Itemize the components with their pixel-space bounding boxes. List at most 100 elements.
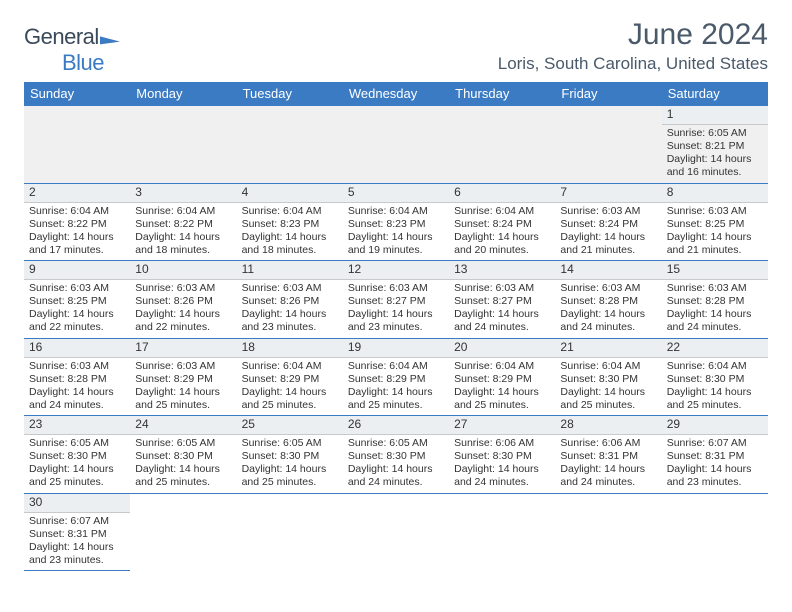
cell-sunrise: Sunrise: 6:03 AM [242,282,338,295]
day-number: 2 [29,185,125,200]
cell-day2: and 24 minutes. [454,476,550,489]
day-number: 27 [454,417,550,432]
day-number: 12 [348,262,444,277]
cell-day2: and 25 minutes. [135,476,231,489]
cell-sunrise: Sunrise: 6:03 AM [454,282,550,295]
cell-day1: Daylight: 14 hours [348,463,444,476]
cell-day1: Daylight: 14 hours [560,463,656,476]
cell-day2: and 24 minutes. [667,321,763,334]
day-number: 13 [454,262,550,277]
cell-day1: Daylight: 14 hours [667,308,763,321]
cell-day2: and 25 minutes. [667,399,763,412]
logo-word1: General [24,24,99,49]
calendar-cell: 5Sunrise: 6:04 AMSunset: 8:23 PMDaylight… [343,183,449,261]
title-block: June 2024 Loris, South Carolina, United … [498,18,768,74]
calendar-cell [555,106,661,183]
cell-sunset: Sunset: 8:28 PM [29,373,125,386]
cell-day1: Daylight: 14 hours [135,308,231,321]
cell-day2: and 24 minutes. [454,321,550,334]
cell-sunrise: Sunrise: 6:07 AM [667,437,763,450]
cell-day2: and 23 minutes. [29,554,125,567]
calendar-cell [24,106,130,183]
day-number: 4 [242,185,338,200]
cell-sunset: Sunset: 8:31 PM [667,450,763,463]
cell-sunrise: Sunrise: 6:04 AM [560,360,656,373]
calendar-cell: 10Sunrise: 6:03 AMSunset: 8:26 PMDayligh… [130,261,236,339]
calendar-row: 16Sunrise: 6:03 AMSunset: 8:28 PMDayligh… [24,338,768,416]
day-number: 20 [454,340,550,355]
cell-sunset: Sunset: 8:31 PM [29,528,125,541]
day-number: 25 [242,417,338,432]
weekday-header: Saturday [662,82,768,106]
calendar-cell [555,493,661,571]
day-number: 29 [667,417,763,432]
calendar-cell: 29Sunrise: 6:07 AMSunset: 8:31 PMDayligh… [662,416,768,494]
weekday-header: Wednesday [343,82,449,106]
cell-day2: and 25 minutes. [242,399,338,412]
calendar-cell: 12Sunrise: 6:03 AMSunset: 8:27 PMDayligh… [343,261,449,339]
cell-day1: Daylight: 14 hours [454,386,550,399]
cell-sunset: Sunset: 8:30 PM [348,450,444,463]
cell-sunset: Sunset: 8:29 PM [454,373,550,386]
cell-sunrise: Sunrise: 6:06 AM [560,437,656,450]
cell-day1: Daylight: 14 hours [242,463,338,476]
cell-sunset: Sunset: 8:30 PM [242,450,338,463]
day-number: 11 [242,262,338,277]
cell-day2: and 24 minutes. [560,476,656,489]
page-title: June 2024 [498,18,768,52]
cell-day2: and 17 minutes. [29,244,125,257]
cell-sunset: Sunset: 8:31 PM [560,450,656,463]
calendar-cell: 20Sunrise: 6:04 AMSunset: 8:29 PMDayligh… [449,338,555,416]
calendar-row: 2 Sunrise: 6:04 AMSunset: 8:22 PM Daylight… [24,183,768,261]
cell-day1: Daylight: 14 hours [560,231,656,244]
cell-sunset: Sunset: 8:27 PM [454,295,550,308]
location-subtitle: Loris, South Carolina, United States [498,54,768,74]
cell-sunset: Sunset: 8:24 PM [560,218,656,231]
day-number: 21 [560,340,656,355]
cell-sunrise: Sunrise: 6:03 AM [29,360,125,373]
logo-text: General Blue [24,24,120,76]
calendar-cell: 23Sunrise: 6:05 AMSunset: 8:30 PMDayligh… [24,416,130,494]
cell-sunrise: Sunrise: 6:03 AM [29,282,125,295]
cell-day1: Daylight: 14 hours [667,386,763,399]
cell-sunset: Sunset: 8:29 PM [135,373,231,386]
cell-day1: Daylight: 14 hours [667,231,763,244]
cell-day1: Daylight: 14 hours [29,231,125,244]
weekday-header: Monday [130,82,236,106]
day-number: 18 [242,340,338,355]
day-number: 14 [560,262,656,277]
cell-sunrise: Sunrise: 6:04 AM [135,205,231,218]
calendar-cell: 4Sunrise: 6:04 AMSunset: 8:23 PMDaylight… [237,183,343,261]
cell-day2: and 24 minutes. [29,399,125,412]
cell-sunrise: Sunrise: 6:03 AM [667,205,763,218]
calendar-cell: 30Sunrise: 6:07 AMSunset: 8:31 PMDayligh… [24,493,130,571]
cell-day1: Daylight: 14 hours [29,541,125,554]
calendar-row: 23Sunrise: 6:05 AMSunset: 8:30 PMDayligh… [24,416,768,494]
calendar-cell: 6Sunrise: 6:04 AMSunset: 8:24 PMDaylight… [449,183,555,261]
calendar-cell: 1Sunrise: 6:05 AMSunset: 8:21 PMDaylight… [662,106,768,183]
calendar-cell: 22Sunrise: 6:04 AMSunset: 8:30 PMDayligh… [662,338,768,416]
cell-day2: and 19 minutes. [348,244,444,257]
cell-day2: and 25 minutes. [454,399,550,412]
cell-day1: Daylight: 14 hours [29,463,125,476]
day-number: 26 [348,417,444,432]
cell-day2: and 23 minutes. [242,321,338,334]
day-number: 19 [348,340,444,355]
cell-sunset: Sunset: 8:30 PM [135,450,231,463]
calendar-cell: 13Sunrise: 6:03 AMSunset: 8:27 PMDayligh… [449,261,555,339]
cell-sunrise: Sunrise: 6:06 AM [454,437,550,450]
cell-sunset: Sunset: 8:22 PM [135,218,231,231]
cell-sunset: Sunset: 8:30 PM [560,373,656,386]
cell-sunrise: Sunrise: 6:03 AM [667,282,763,295]
cell-sunset: Sunset: 8:29 PM [242,373,338,386]
calendar-cell: 16Sunrise: 6:03 AMSunset: 8:28 PMDayligh… [24,338,130,416]
cell-sunrise: Sunrise: 6:04 AM [348,360,444,373]
cell-day1: Daylight: 14 hours [560,386,656,399]
cell-day1: Daylight: 14 hours [135,463,231,476]
calendar-cell: 8Sunrise: 6:03 AMSunset: 8:25 PMDaylight… [662,183,768,261]
cell-sunrise: Sunrise: 6:05 AM [135,437,231,450]
calendar-cell [237,106,343,183]
cell-sunrise: Sunrise: 6:05 AM [29,437,125,450]
calendar-table: Sunday Monday Tuesday Wednesday Thursday… [24,82,768,571]
cell-day2: and 25 minutes. [29,476,125,489]
